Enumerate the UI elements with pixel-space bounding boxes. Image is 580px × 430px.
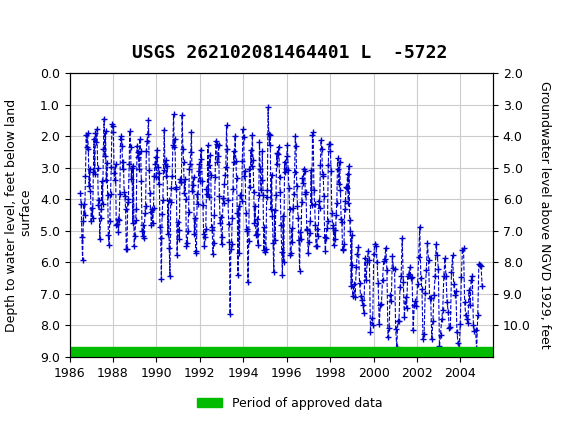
Bar bbox=[70, 347, 493, 357]
Legend: Period of approved data: Period of approved data bbox=[192, 392, 388, 415]
Y-axis label: Depth to water level, feet below land
 surface: Depth to water level, feet below land su… bbox=[5, 98, 33, 332]
Text: USGS 262102081464401 L  -5722: USGS 262102081464401 L -5722 bbox=[132, 44, 448, 62]
Text: █USGS: █USGS bbox=[17, 15, 72, 37]
Y-axis label: Groundwater level above NGVD 1929, feet: Groundwater level above NGVD 1929, feet bbox=[538, 81, 552, 349]
